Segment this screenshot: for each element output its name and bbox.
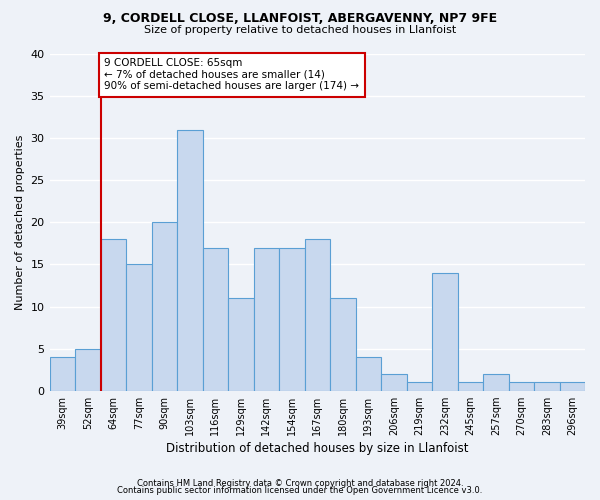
Bar (432, 273, 458, 390)
Bar (381, 374, 407, 390)
Bar (254, 248, 279, 390)
Text: 9, CORDELL CLOSE, LLANFOIST, ABERGAVENNY, NP7 9FE: 9, CORDELL CLOSE, LLANFOIST, ABERGAVENNY… (103, 12, 497, 26)
Text: Size of property relative to detached houses in Llanfoist: Size of property relative to detached ho… (144, 25, 456, 35)
Bar (483, 374, 509, 390)
Bar (75, 348, 101, 391)
Bar (101, 239, 126, 390)
Bar (228, 298, 254, 390)
Text: 9 CORDELL CLOSE: 65sqm
← 7% of detached houses are smaller (14)
90% of semi-deta: 9 CORDELL CLOSE: 65sqm ← 7% of detached … (104, 58, 359, 92)
Bar (509, 382, 534, 390)
Bar (458, 382, 483, 390)
Bar (177, 130, 203, 390)
Bar (560, 382, 585, 390)
Text: Contains HM Land Registry data © Crown copyright and database right 2024.: Contains HM Land Registry data © Crown c… (137, 478, 463, 488)
Bar (407, 382, 432, 390)
Bar (126, 264, 152, 390)
Bar (356, 357, 381, 390)
Bar (330, 298, 356, 390)
Bar (534, 382, 560, 390)
Y-axis label: Number of detached properties: Number of detached properties (15, 134, 25, 310)
Bar (152, 222, 177, 390)
X-axis label: Distribution of detached houses by size in Llanfoist: Distribution of detached houses by size … (166, 442, 469, 455)
Text: Contains public sector information licensed under the Open Government Licence v3: Contains public sector information licen… (118, 486, 482, 495)
Bar (305, 239, 330, 390)
Bar (203, 248, 228, 390)
Bar (50, 357, 75, 390)
Bar (279, 248, 305, 390)
